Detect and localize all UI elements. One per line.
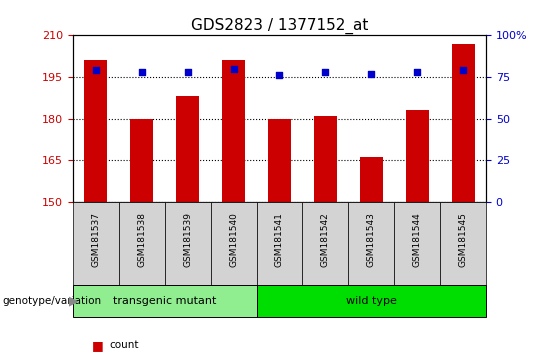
- Bar: [256, 285, 486, 317]
- Point: [184, 69, 192, 75]
- Bar: [440, 202, 486, 285]
- Text: GSM181537: GSM181537: [91, 212, 100, 267]
- Point: [275, 73, 284, 78]
- Text: transgenic mutant: transgenic mutant: [113, 296, 217, 306]
- Text: GSM181540: GSM181540: [229, 212, 238, 267]
- Point: [137, 69, 146, 75]
- Text: GSM181539: GSM181539: [183, 212, 192, 267]
- Bar: [268, 119, 291, 202]
- Bar: [73, 285, 256, 317]
- Bar: [222, 61, 245, 202]
- Point: [321, 69, 329, 75]
- Text: GSM181543: GSM181543: [367, 212, 376, 267]
- Bar: [84, 61, 107, 202]
- Bar: [165, 202, 211, 285]
- Title: GDS2823 / 1377152_at: GDS2823 / 1377152_at: [191, 18, 368, 34]
- Bar: [256, 202, 302, 285]
- Text: GSM181545: GSM181545: [458, 212, 468, 267]
- Text: genotype/variation: genotype/variation: [3, 296, 102, 306]
- Bar: [302, 202, 348, 285]
- Bar: [73, 202, 119, 285]
- Bar: [348, 202, 394, 285]
- Bar: [176, 96, 199, 202]
- Point: [459, 68, 468, 73]
- Text: wild type: wild type: [346, 296, 397, 306]
- Point: [367, 71, 376, 76]
- Text: ■: ■: [92, 339, 104, 352]
- Text: GSM181542: GSM181542: [321, 212, 330, 267]
- Bar: [119, 202, 165, 285]
- Point: [92, 68, 100, 73]
- Text: ▶: ▶: [69, 295, 79, 307]
- Bar: [360, 158, 383, 202]
- Text: count: count: [109, 340, 139, 350]
- Bar: [211, 202, 256, 285]
- Bar: [394, 202, 440, 285]
- Bar: [130, 119, 153, 202]
- Point: [413, 69, 422, 75]
- Text: GSM181538: GSM181538: [137, 212, 146, 267]
- Bar: [314, 116, 337, 202]
- Text: GSM181541: GSM181541: [275, 212, 284, 267]
- Point: [230, 66, 238, 72]
- Bar: [406, 110, 429, 202]
- Text: GSM181544: GSM181544: [413, 212, 422, 267]
- Bar: [451, 44, 475, 202]
